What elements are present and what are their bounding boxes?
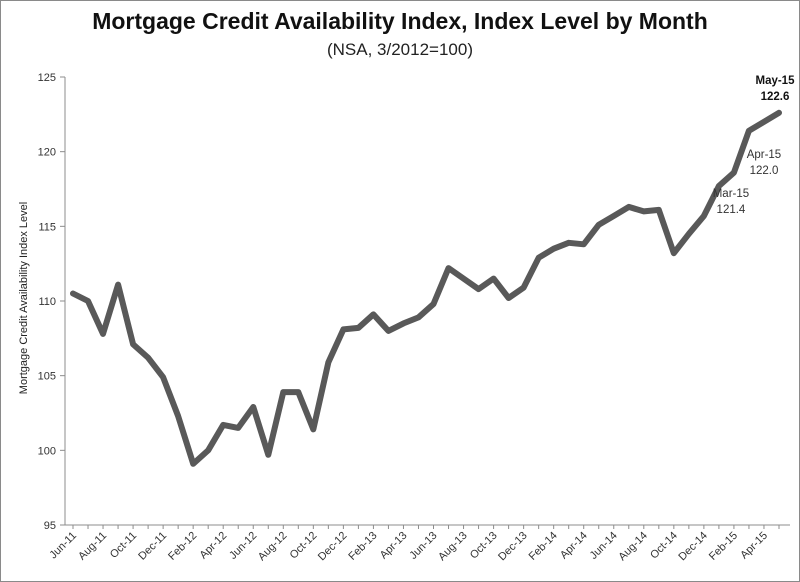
x-tick-label: Apr-13: [378, 530, 410, 562]
x-tick-label: Dec-11: [136, 530, 169, 563]
y-tick-label: 110: [38, 296, 56, 308]
y-axis: 95 100 105 110 115 120 125: [38, 72, 66, 532]
annotation-value: 121.4: [717, 204, 746, 216]
y-tick-label: 120: [38, 147, 56, 159]
x-tick-label: Oct-11: [108, 530, 139, 561]
y-tick-label: 105: [38, 371, 56, 383]
x-tick-label: Aug-11: [76, 530, 109, 563]
x-tick-label: Oct-13: [468, 530, 500, 562]
x-tick-label: Dec-13: [496, 530, 530, 564]
x-tick-label: Jun-11: [47, 530, 79, 562]
x-tick-label: Jun-12: [227, 530, 259, 562]
x-tick-label: Feb-14: [527, 530, 560, 563]
y-tick-label: 115: [38, 221, 56, 233]
x-tick-label: Aug-12: [256, 530, 290, 564]
x-tick-label: Jun-14: [588, 530, 620, 562]
x-tick-label: Apr-14: [558, 530, 590, 562]
annotation-label: May-15: [755, 75, 795, 87]
annotation-value: 122.6: [761, 91, 790, 103]
annotation-label: Mar-15: [713, 188, 749, 200]
x-axis: Jun-11Aug-11Oct-11Dec-11Feb-12Apr-12Jun-…: [47, 524, 790, 564]
chart-subtitle: (NSA, 3/2012=100): [326, 40, 473, 59]
series-layer: [70, 109, 782, 467]
x-tick-label: Oct-14: [648, 530, 680, 562]
y-axis-label: Mortgage Credit Availability Index Level: [18, 202, 30, 394]
y-tick-label: 100: [38, 445, 56, 457]
y-tick-label: 95: [44, 520, 56, 532]
x-tick-label: Dec-12: [316, 530, 350, 564]
x-tick-label: Jun-13: [407, 530, 439, 562]
y-tick-label: 125: [38, 72, 56, 84]
series-line: [70, 109, 782, 467]
x-tick-label: Aug-13: [436, 530, 470, 564]
x-tick-label: Oct-12: [288, 530, 320, 562]
x-tick-label: Feb-13: [346, 530, 379, 563]
annotation-label: Apr-15: [747, 149, 782, 161]
x-tick-label: Apr-15: [738, 530, 770, 562]
annotation-value: 122.0: [750, 165, 779, 177]
chart-title: Mortgage Credit Availability Index, Inde…: [92, 8, 708, 34]
x-tick-label: Feb-12: [166, 530, 199, 563]
x-tick-label: Aug-14: [616, 530, 650, 564]
x-tick-label: Feb-15: [707, 530, 740, 563]
x-tick-label: Apr-12: [197, 530, 229, 562]
x-tick-label: Dec-14: [676, 530, 710, 564]
